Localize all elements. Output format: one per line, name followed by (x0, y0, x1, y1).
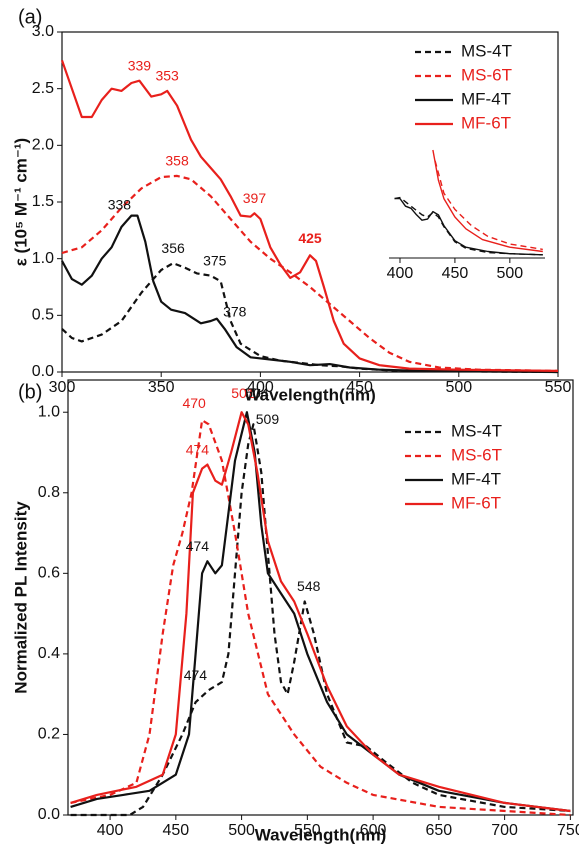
x-tick-label: 450 (442, 265, 469, 282)
x-tick-label: 500 (228, 822, 255, 839)
x-tick-label: 400 (387, 265, 414, 282)
x-tick-label: 700 (491, 822, 518, 839)
series-line (61, 174, 559, 372)
annotation: 470 (182, 395, 206, 411)
y-tick-label: 0.4 (38, 645, 60, 662)
legend-label: MS-4T (451, 421, 502, 440)
y-tick-label: 1.0 (38, 403, 60, 420)
annotation: 474 (186, 441, 210, 457)
x-tick-label: 450 (162, 822, 189, 839)
plot-frame (67, 379, 574, 816)
series-line (60, 59, 559, 372)
chart-panel: 300 350 400 450 500 550 0.0 0.5 1.0 1.5 2.0 2.5 3.0 W… (11, 6, 571, 404)
y-tick-label: 0.5 (32, 307, 54, 324)
y-tick-label: 1.5 (32, 193, 54, 210)
y-tick-label: 0.6 (38, 565, 60, 582)
legend-label: MF-4T (451, 469, 501, 488)
legend-label: MS-6T (451, 445, 502, 464)
y-axis-label: ε (10⁵ M⁻¹ cm⁻¹) (11, 138, 30, 266)
legend-label: MF-6T (451, 493, 501, 512)
x-tick-label: 400 (97, 822, 124, 839)
legend-label: MS-6T (461, 65, 512, 84)
series-line (394, 196, 543, 256)
annotation: 425 (298, 230, 322, 246)
x-tick-label: 750 (557, 822, 579, 839)
x-tick-label: 500 (445, 379, 472, 396)
y-tick-label: 0.2 (38, 726, 60, 743)
annotation: 504 (245, 385, 269, 401)
chart-panel: 400 450 500 550 600 650 700 750 0.0 0.2 0.4 0.6 0.8 1… (11, 379, 579, 844)
y-tick-label: 0.0 (38, 806, 60, 823)
y-tick-label: 3.0 (32, 23, 54, 40)
legend-label: MF-6T (461, 113, 511, 132)
x-tick-label: 400 (247, 379, 274, 396)
series-line (434, 160, 543, 251)
y-axis-label: Normalized PL Intensity (11, 501, 30, 694)
y-tick-label: 2.0 (32, 137, 54, 154)
annotation: 375 (203, 252, 227, 268)
x-tick-label: 650 (426, 822, 453, 839)
annotation: 474 (184, 667, 208, 683)
x-axis-label: Wavelength(nm) (244, 385, 376, 404)
annotation: 378 (223, 303, 247, 319)
series-line (70, 411, 571, 813)
annotation: 501 (231, 385, 255, 401)
annotation: 548 (297, 578, 321, 594)
inset-chart: 400 450 500 (387, 149, 545, 282)
annotation: 358 (165, 153, 189, 169)
annotation: 397 (243, 190, 267, 206)
legend-label: MS-4T (461, 41, 512, 60)
y-tick-label: 2.5 (32, 80, 54, 97)
x-axis-label: Wavelength(nm) (255, 825, 387, 844)
x-tick-label: 500 (496, 265, 523, 282)
series-line (61, 214, 559, 374)
annotation: 353 (155, 68, 179, 84)
annotation: 474 (186, 538, 210, 554)
panel-label: (a) (18, 6, 42, 28)
series-line (394, 197, 543, 256)
series-line (61, 262, 559, 374)
panel-label: (b) (18, 381, 42, 403)
annotation: 509 (256, 411, 280, 427)
legend-label: MF-4T (461, 89, 511, 108)
y-tick-label: 0.0 (32, 363, 54, 380)
annotation: 338 (108, 196, 132, 212)
x-tick-label: 600 (360, 822, 387, 839)
x-tick-label: 550 (545, 379, 572, 396)
annotation: 339 (128, 57, 152, 73)
y-tick-label: 0.8 (38, 484, 60, 501)
series-line (70, 419, 571, 817)
y-tick-label: 1.0 (32, 250, 54, 267)
series-line (432, 149, 543, 253)
x-tick-label: 450 (346, 379, 373, 396)
x-tick-label: 350 (148, 379, 175, 396)
annotation: 356 (161, 240, 185, 256)
x-tick-label: 550 (294, 822, 321, 839)
x-tick-label: 300 (49, 379, 76, 396)
